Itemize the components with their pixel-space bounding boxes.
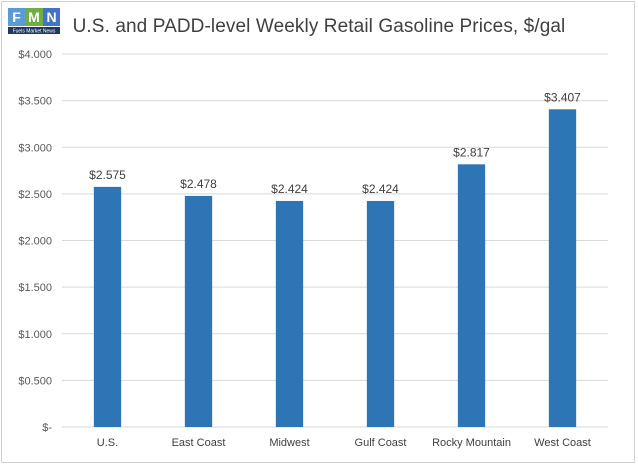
- y-tick-label-6: $3.000: [18, 142, 52, 154]
- data-label-4: $2.817: [453, 145, 490, 159]
- logo-block-3: [43, 8, 60, 26]
- y-tick-label-4: $2.000: [18, 236, 52, 248]
- x-tick-label-2: Midwest: [269, 437, 309, 449]
- x-tick-label-3: Gulf Coast: [355, 437, 407, 449]
- data-label-3: $2.424: [362, 182, 399, 196]
- y-tick-label-2: $1.000: [18, 329, 52, 341]
- y-tick-label-7: $3.500: [18, 96, 52, 108]
- logo-tagline: Fuels Market News: [13, 29, 56, 35]
- fmn-logo: F M N Fuels Market News: [8, 8, 60, 34]
- data-label-1: $2.478: [180, 177, 217, 191]
- y-tick-label-3: $1.500: [18, 282, 52, 294]
- x-tick-label-0: U.S.: [97, 437, 118, 449]
- bar-4: [457, 164, 486, 427]
- x-tick-label-4: Rocky Mountain: [432, 437, 511, 449]
- logo-letter-f: F: [12, 9, 21, 25]
- logo-letter-m: M: [28, 9, 40, 25]
- logo-letter-n: N: [46, 9, 56, 25]
- data-label-2: $2.424: [271, 182, 308, 196]
- logo-block-2: [25, 8, 43, 26]
- data-label-0: $2.575: [89, 168, 126, 182]
- bar-2: [275, 200, 304, 427]
- chart-title: U.S. and PADD-level Weekly Retail Gasoli…: [72, 16, 566, 37]
- logo-tagline-bar: [8, 27, 60, 34]
- bar-3: [366, 200, 395, 427]
- y-tick-label-1: $0.500: [18, 375, 52, 387]
- logo-block-1: [8, 8, 25, 26]
- y-tick-label-5: $2.500: [18, 189, 52, 201]
- bar-0: [93, 186, 122, 427]
- bar-5: [548, 109, 577, 428]
- y-tick-label-8: $4.000: [18, 49, 52, 61]
- bar-1: [184, 195, 213, 427]
- x-tick-label-1: East Coast: [172, 437, 226, 449]
- x-tick-label-5: West Coast: [534, 437, 591, 449]
- y-tick-label-0: $-: [42, 422, 52, 434]
- data-label-5: $3.407: [544, 90, 581, 104]
